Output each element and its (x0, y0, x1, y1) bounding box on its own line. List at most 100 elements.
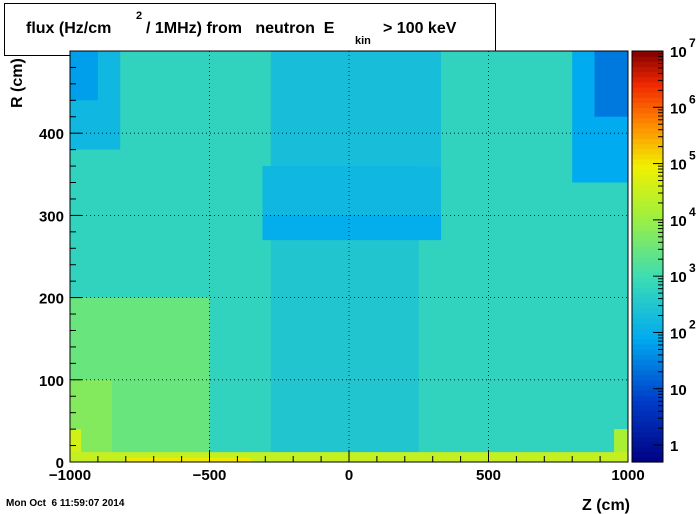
color-scale-band-59 (632, 153, 663, 160)
chart-title-middle: / 1MHz) from neutron E (146, 20, 335, 37)
y-tick-labels: 0 100 200 300 400 (39, 126, 64, 472)
color-scale-band-67 (632, 112, 663, 119)
color-scale-band-43 (632, 235, 663, 242)
color-scale-exponent-6: 6 (689, 92, 696, 106)
color-scale-band-24 (632, 333, 663, 340)
color-scale-band-42 (632, 241, 663, 247)
color-scale-label-0: 1 (670, 438, 678, 455)
color-scale-label-5: 10 (670, 157, 687, 174)
color-scale-band-4 (632, 436, 663, 443)
color-scale-band-36 (632, 271, 663, 278)
color-scale-band-8 (632, 415, 663, 422)
color-scale-band-3 (632, 441, 663, 448)
color-scale-band-10 (632, 405, 663, 412)
x-axis-label: Z (cm) (582, 497, 630, 514)
x-tick-label-0: −1000 (49, 467, 91, 484)
color-scale-label-6: 10 (670, 100, 687, 117)
color-scale-band-0 (632, 456, 663, 463)
color-scale-label-3: 10 (670, 269, 687, 286)
color-scale-bar (632, 50, 663, 463)
color-scale-band-48 (632, 210, 663, 216)
heatmap-region-9 (70, 51, 98, 101)
color-scale-band-38 (632, 261, 663, 268)
color-scale-band-16 (632, 374, 663, 381)
color-scale-band-57 (632, 164, 663, 170)
color-scale-band-28 (632, 313, 663, 319)
color-scale-band-34 (632, 282, 663, 288)
color-scale-band-35 (632, 277, 663, 283)
color-scale-band-7 (632, 420, 663, 427)
color-scale-band-71 (632, 92, 663, 98)
color-scale-frame (631, 50, 664, 463)
color-scale-band-13 (632, 390, 663, 396)
y-tick-label-2: 200 (39, 291, 64, 308)
heatmap-region-7 (270, 51, 442, 167)
heatmap-region-6 (262, 215, 442, 241)
color-scale-band-46 (632, 220, 663, 227)
color-scale-label-2: 10 (670, 325, 687, 342)
x-tick-label-1: −500 (193, 467, 227, 484)
heatmap-region-11 (594, 51, 628, 117)
color-scale-band-41 (632, 246, 663, 252)
color-scale-band-40 (632, 251, 663, 258)
color-scale-band-29 (632, 307, 663, 314)
color-scale-band-47 (632, 215, 663, 222)
color-scale-band-51 (632, 194, 663, 201)
color-scale-band-58 (632, 158, 663, 165)
color-scale-band-61 (632, 143, 663, 150)
color-scale-band-68 (632, 107, 663, 114)
color-scale-band-53 (632, 184, 663, 191)
color-scale-band-17 (632, 369, 663, 376)
color-scale-band-23 (632, 338, 663, 345)
color-scale-band-32 (632, 292, 663, 299)
color-scale-band-5 (632, 431, 663, 437)
color-scale-band-20 (632, 354, 663, 360)
color-scale-exponent-5: 5 (689, 149, 696, 163)
color-scale-band-50 (632, 199, 663, 206)
grid-lines (70, 51, 628, 462)
color-scale-band-2 (632, 446, 663, 453)
color-scale-band-25 (632, 328, 663, 335)
color-scale-band-56 (632, 169, 663, 175)
color-scale-band-73 (632, 81, 663, 88)
chart-title-superscript: 2 (136, 10, 143, 22)
color-scale-band-39 (632, 256, 663, 263)
timestamp: Mon Oct 6 11:59:07 2014 (6, 498, 125, 509)
color-scale-exponent-2: 2 (689, 317, 696, 331)
color-scale-band-52 (632, 189, 663, 196)
color-scale-exponent-3: 3 (689, 261, 696, 275)
color-scale-band-74 (632, 76, 663, 83)
x-tick-labels: −1000 −500 0 500 1000 (49, 467, 645, 484)
color-scale-label-7: 10 (670, 44, 687, 61)
color-scale-band-27 (632, 318, 663, 324)
color-scale-band-19 (632, 359, 663, 365)
heatmap-cells (70, 51, 628, 462)
color-scale-label-1: 10 (670, 382, 687, 399)
color-scale-band-64 (632, 128, 663, 134)
color-scale-band-31 (632, 297, 663, 304)
color-scale-band-21 (632, 348, 663, 355)
chart-title-box: flux (Hz/cm 2 / 1MHz) from neutron E kin… (4, 3, 496, 56)
color-scale-band-12 (632, 395, 663, 401)
color-scale-band-63 (632, 133, 663, 139)
color-scale-band-14 (632, 384, 663, 391)
color-scale-band-66 (632, 117, 663, 124)
color-scale-exponent-7: 7 (689, 36, 696, 50)
color-scale-band-11 (632, 400, 663, 407)
color-scale-band-15 (632, 379, 663, 386)
color-scale-band-22 (632, 343, 663, 350)
y-tick-label-3: 300 (39, 208, 64, 225)
chart-title-subscript: kin (355, 35, 371, 47)
color-scale-band-6 (632, 426, 663, 432)
color-scale-band-79 (632, 51, 663, 57)
color-scale-label-4: 10 (670, 213, 687, 230)
color-scale-band-76 (632, 66, 663, 73)
color-scale-band-65 (632, 122, 663, 129)
color-scale-band-62 (632, 138, 663, 145)
color-scale-band-60 (632, 148, 663, 155)
x-tick-label-4: 1000 (611, 467, 644, 484)
color-scale-band-77 (632, 61, 663, 68)
color-scale-exponent-4: 4 (689, 205, 696, 219)
